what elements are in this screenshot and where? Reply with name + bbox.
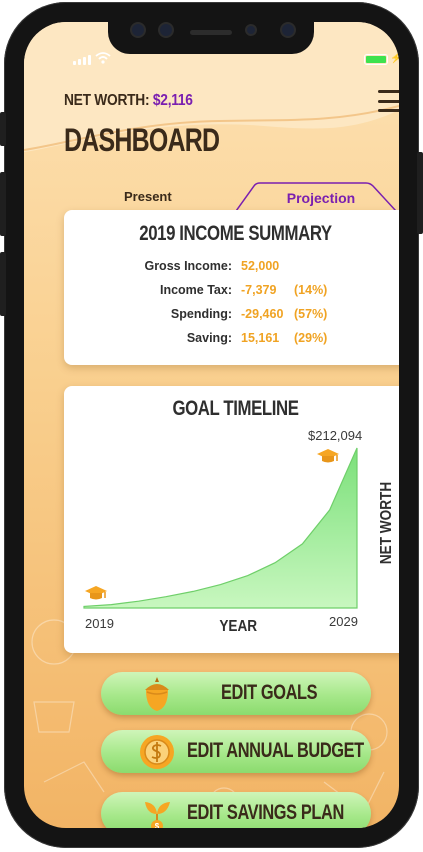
cellular-signal-icon: [73, 55, 91, 65]
income-row-label: Spending:: [170, 307, 232, 321]
tab-projection[interactable]: Projection: [236, 182, 399, 212]
hamburger-menu-icon[interactable]: [378, 90, 399, 112]
page-title: DASHBOARD: [64, 122, 220, 158]
speaker-grille: [190, 30, 232, 35]
edit-savings-plan-label: EDIT SAVINGS PLAN: [187, 801, 344, 824]
income-summary-title: 2019 INCOME SUMMARY: [139, 222, 332, 245]
svg-text:$: $: [155, 822, 160, 828]
income-row-value: 15,161: [241, 331, 280, 345]
edit-goals-label: EDIT GOALS: [221, 681, 318, 704]
tab-projection-outline: [236, 182, 397, 212]
income-row-tax: Income Tax: -7,379 (14%): [64, 283, 399, 299]
income-summary-card: 2019 INCOME SUMMARY Gross Income: 52,000…: [64, 210, 399, 365]
header-wave: [24, 22, 399, 152]
edit-annual-budget-button[interactable]: EDIT ANNUAL BUDGET: [101, 730, 371, 773]
income-row-saving: Saving: 15,161 (29%): [64, 331, 399, 347]
goal-timeline-title: GOAL TIMELINE: [172, 397, 299, 420]
income-row-value: 52,000: [241, 259, 280, 273]
income-row-percent: (29%): [294, 331, 328, 345]
acorn-icon: [145, 677, 169, 711]
income-row-label: Gross Income:: [144, 259, 232, 273]
front-camera-icon: [282, 24, 294, 36]
chart-y-axis-label: NET WORTH: [378, 481, 395, 565]
income-row-label: Saving:: [186, 331, 232, 345]
income-row-spending: Spending: -29,460 (57%): [64, 307, 399, 323]
chart-end-year-label: 2029: [329, 614, 358, 629]
power-button: [417, 152, 423, 234]
tab-projection-label: Projection: [286, 190, 356, 206]
mute-switch: [0, 112, 6, 146]
battery-icon: [364, 54, 388, 65]
tab-present[interactable]: Present: [124, 189, 172, 204]
phone-notch: [108, 20, 314, 54]
graduation-cap-icon: [317, 449, 339, 463]
wifi-icon: [95, 52, 111, 64]
income-row-label: Income Tax:: [159, 283, 232, 297]
net-worth-summary: NET WORTH: $2,116: [64, 92, 193, 110]
app-screen: NET WORTH: $2,116 DASHBOARD Present Proj…: [24, 22, 399, 828]
income-row-value: -29,460: [241, 307, 284, 321]
net-worth-label: NET WORTH:: [64, 92, 150, 109]
net-worth-value: $2,116: [152, 92, 193, 109]
sprout-dollar-icon: $: [145, 802, 170, 828]
graduation-cap-icon: [85, 586, 107, 600]
chart-x-axis-label: YEAR: [219, 618, 258, 635]
volume-down-button: [0, 252, 6, 316]
chart-area-series: [83, 447, 358, 609]
charging-icon: ⚡: [390, 53, 399, 64]
sensor-icon: [160, 24, 172, 36]
income-row-percent: (14%): [294, 283, 328, 297]
edit-savings-plan-button[interactable]: $ EDIT SAVINGS PLAN: [101, 792, 371, 828]
edit-goals-button[interactable]: EDIT GOALS: [101, 672, 371, 715]
income-row-gross: Gross Income: 52,000: [64, 259, 399, 275]
goal-timeline-chart: [83, 447, 358, 609]
chart-start-year-label: 2019: [85, 616, 114, 631]
goal-timeline-card: GOAL TIMELINE $212,094 2019 2029 YEAR NE…: [64, 386, 399, 653]
income-row-value: -7,379: [241, 283, 277, 297]
income-row-percent: (57%): [294, 307, 328, 321]
camera-icon: [132, 24, 144, 36]
edit-annual-budget-label: EDIT ANNUAL BUDGET: [187, 739, 364, 762]
chart-end-value-label: $212,094: [308, 428, 363, 443]
proximity-sensor-icon: [247, 26, 255, 34]
volume-up-button: [0, 172, 6, 236]
coin-icon: [140, 735, 174, 769]
